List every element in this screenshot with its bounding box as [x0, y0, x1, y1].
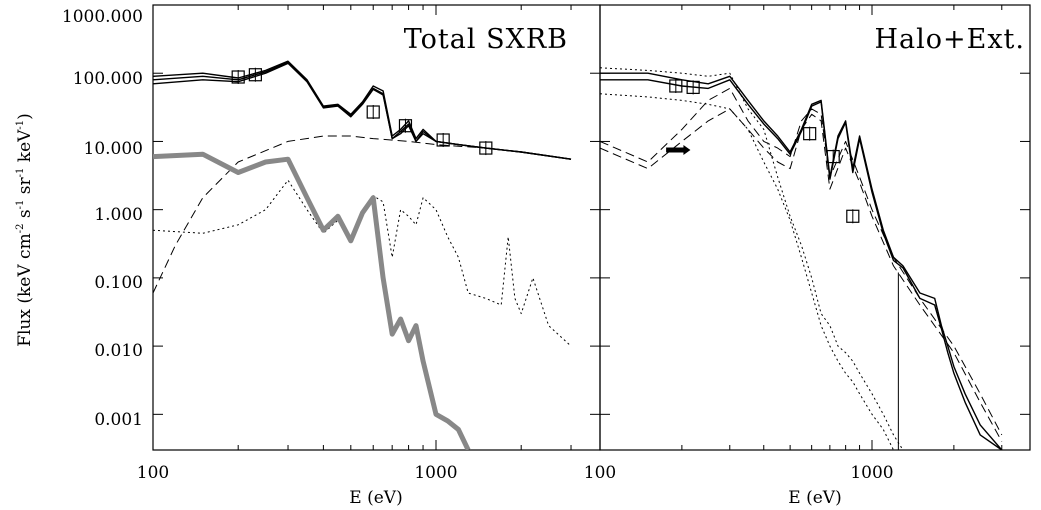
right-series-line-dotted [600, 93, 894, 450]
right-plot-area [600, 67, 1003, 450]
right-series-line-dotted [600, 67, 904, 450]
y-tick-label-0.01: 0.010 [94, 341, 143, 361]
left-panel-title: Total SXRB [404, 24, 568, 55]
right-x-tick-label-100: 100 [584, 463, 616, 483]
left-series-line-solid-black [153, 60, 572, 160]
axis-ticks [152, 4, 1030, 450]
right-series-line-dashed [600, 87, 1003, 436]
right-series-line-solid-black [600, 72, 1003, 450]
right-x-tick-label-1000: 1000 [850, 463, 893, 483]
y-tick-label-1000: 1000.000 [62, 7, 143, 27]
left-series-line-dotted [153, 179, 572, 347]
left-series-line-solid-black [153, 62, 572, 160]
y-tick-label-0.001: 0.001 [94, 410, 143, 430]
right-panel-title: Halo+Ext. [874, 24, 1025, 55]
left-x-axis-label: E (eV) [349, 488, 402, 508]
right-panel-frame [599, 4, 1031, 451]
right-series-line-dashed [600, 108, 1003, 442]
left-series-line-solid-black [153, 61, 572, 160]
left-x-tick-label-100: 100 [137, 463, 169, 483]
y-tick-label-1: 1.000 [94, 205, 143, 225]
y-axis-label: Flux (keV cm-2 s-1 sr-1 keV-1) [15, 113, 35, 347]
left-series-line-gray-thick [153, 151, 471, 450]
right-series-line-solid-black [600, 79, 1003, 450]
right-x-axis-label: E (eV) [788, 488, 841, 508]
right-arrow-icon [683, 144, 691, 155]
y-tick-label-100: 100.000 [73, 69, 143, 89]
left-plot-area [153, 60, 572, 450]
left-x-tick-label-1000: 1000 [414, 463, 457, 483]
y-tick-label-10: 10.000 [84, 139, 143, 159]
y-tick-label-0.1: 0.100 [94, 273, 143, 293]
